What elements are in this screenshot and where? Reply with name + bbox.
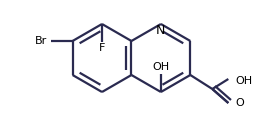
Text: Br: Br [35,36,47,46]
Text: OH: OH [152,62,169,72]
Text: N: N [156,24,166,38]
Text: OH: OH [235,76,252,86]
Text: F: F [99,43,105,53]
Text: O: O [235,98,244,108]
